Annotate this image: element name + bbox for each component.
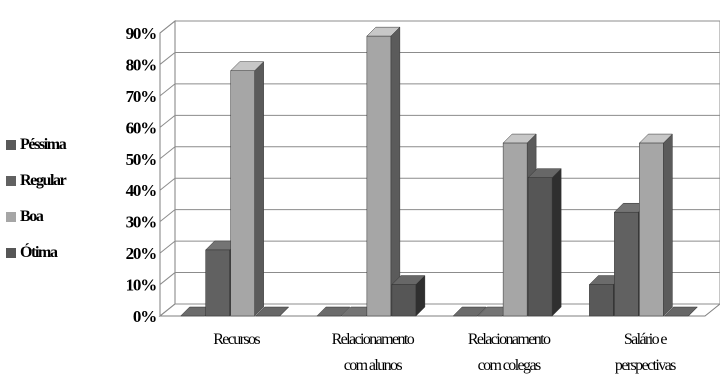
bar-side <box>663 133 673 317</box>
legend-label: Péssima <box>20 136 67 153</box>
gridline <box>159 51 720 65</box>
bar <box>255 306 290 317</box>
bar-front <box>589 284 614 317</box>
bar <box>391 274 426 317</box>
legend-item-regular: Regular <box>6 163 67 199</box>
gridline <box>159 20 720 34</box>
y-tick-label: 60% <box>126 118 157 137</box>
bar-front <box>527 177 553 317</box>
bar-front <box>639 142 664 317</box>
side-wall <box>159 19 176 318</box>
legend-item-pessima: Péssima <box>6 127 67 163</box>
bar-front <box>230 70 255 317</box>
gridline <box>159 114 720 128</box>
y-tick-label: 50% <box>126 150 157 169</box>
bar-top <box>663 306 698 317</box>
x-category-label: Salário e <box>624 331 668 348</box>
x-category-label: perspectivas <box>615 357 676 374</box>
bar <box>663 306 698 317</box>
bar <box>366 26 401 317</box>
bar <box>452 306 487 317</box>
gridline <box>159 83 720 97</box>
y-tick-label: 90% <box>126 24 157 43</box>
bar-front <box>205 249 230 317</box>
x-category-label: com alunos <box>344 357 403 374</box>
bar-top <box>316 306 351 317</box>
bar <box>638 133 673 317</box>
legend-label: Ótima <box>20 244 58 261</box>
bar-side <box>390 26 401 317</box>
y-axis-ticks: 0% 10% 20% 30% 40% 50% 60% 70% 80% 90% <box>126 24 158 326</box>
y-tick-label: 40% <box>126 181 157 200</box>
bar-top <box>452 306 487 317</box>
legend: Péssima Regular Boa Ótima <box>6 127 67 271</box>
x-category-label: Relacionamento <box>332 331 415 348</box>
bar-side <box>551 168 562 317</box>
y-tick-label: 70% <box>126 87 157 106</box>
x-category-label: Relacionamento <box>468 331 551 348</box>
gridline <box>159 146 720 160</box>
bars <box>180 26 698 317</box>
x-axis-categories: Recursos Relacionamento com alunos Relacion… <box>213 331 678 374</box>
legend-swatch <box>6 176 16 186</box>
bar-top <box>255 306 290 317</box>
legend-item-otima: Ótima <box>6 235 65 271</box>
y-tick-label: 10% <box>126 276 157 295</box>
x-category-label: Recursos <box>213 331 260 348</box>
x-category-label: com colegas <box>478 357 541 374</box>
legend-swatch <box>6 212 16 222</box>
y-tick-label: 80% <box>126 55 157 74</box>
legend-item-boa: Boa <box>6 199 65 235</box>
bar-side <box>254 61 264 317</box>
bar <box>230 61 265 317</box>
bar-front <box>391 284 417 317</box>
legend-label: Boa <box>20 208 44 225</box>
bar-front <box>366 35 392 317</box>
bar-front <box>614 211 639 317</box>
legend-swatch <box>6 140 16 150</box>
bar <box>316 306 351 317</box>
legend-label: Regular <box>20 172 67 189</box>
legend-swatch <box>6 248 16 258</box>
bar-front <box>502 142 528 317</box>
y-tick-label: 0% <box>133 307 156 326</box>
bar <box>527 168 562 317</box>
y-tick-label: 30% <box>126 213 157 232</box>
y-tick-label: 20% <box>126 244 157 263</box>
